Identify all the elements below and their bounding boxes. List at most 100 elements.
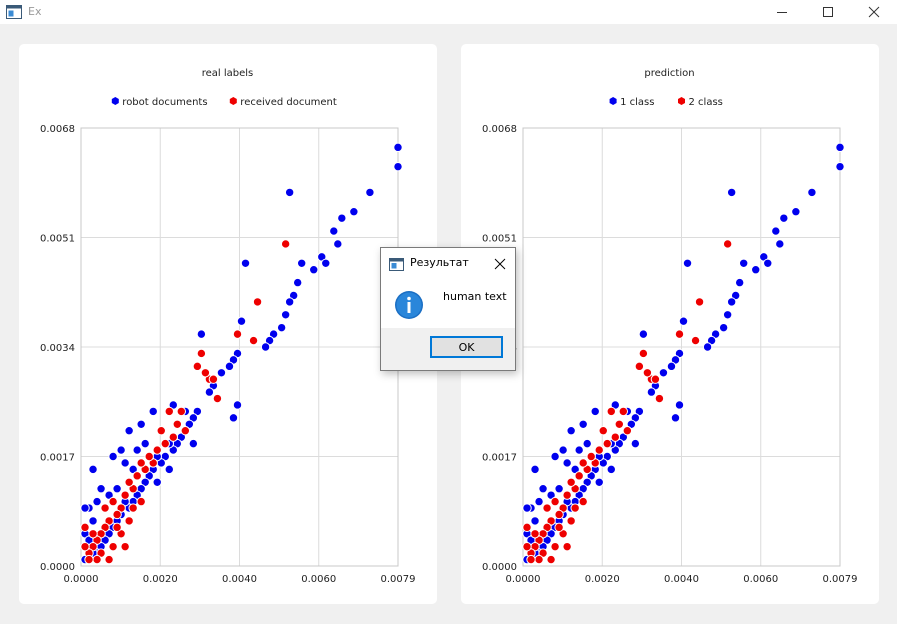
data-point-series-2	[248, 335, 259, 346]
data-point-series-2	[542, 503, 552, 513]
data-point-series-2	[84, 554, 94, 565]
data-point-series-1	[108, 451, 118, 462]
data-point-series-2	[614, 419, 625, 429]
dialog-app-icon	[389, 256, 404, 275]
y-tick-label: 0.0051	[40, 234, 75, 245]
x-tick-label: 0.0000	[64, 574, 99, 585]
data-point-series-2	[120, 490, 130, 500]
data-point-series-1	[88, 516, 98, 526]
data-point-series-1	[835, 142, 845, 153]
data-point-series-2	[136, 458, 146, 468]
data-point-series-1	[702, 342, 713, 352]
data-point-series-1	[726, 187, 737, 198]
data-point-series-2	[566, 477, 576, 487]
real-labels-chart: real labels robot documents received docum…	[40, 68, 416, 585]
x-tick-label: 0.0060	[301, 574, 336, 585]
data-point-series-1	[88, 464, 98, 475]
dialog-message: human text	[443, 290, 507, 303]
data-point-series-2	[578, 496, 588, 507]
data-point-series-2	[634, 361, 645, 372]
window-title: Ex	[28, 5, 42, 18]
data-point-series-2	[132, 471, 142, 481]
data-point-series-1	[292, 277, 303, 288]
data-point-series-1	[140, 438, 150, 449]
y-tick-label: 0.0068	[40, 124, 75, 135]
data-point-series-1	[329, 226, 339, 236]
prediction-chart: prediction 1 class 2 class 0.0000 0.0020 0.00…	[482, 68, 858, 585]
data-point-series-1	[80, 503, 90, 513]
data-point-series-1	[112, 484, 122, 494]
data-point-series-2	[176, 406, 187, 417]
data-point-series-1	[120, 458, 130, 468]
data-point-series-1	[566, 426, 576, 436]
x-tick-label: 0.0079	[823, 574, 858, 585]
x-tick-label: 0.0000	[506, 574, 541, 585]
data-point-series-1	[550, 451, 560, 462]
data-point-series-1	[538, 484, 548, 494]
chart-title: real labels	[202, 68, 254, 79]
data-point-series-1	[666, 361, 677, 372]
data-point-series-1	[349, 207, 359, 217]
data-point-series-2	[546, 554, 556, 565]
data-point-series-2	[562, 490, 572, 500]
data-point-series-1	[534, 496, 544, 507]
data-point-series-1	[124, 426, 134, 436]
data-point-series-2	[526, 554, 536, 565]
data-point-series-1	[554, 484, 564, 494]
y-tick-label: 0.0000	[40, 562, 75, 573]
data-point-series-1	[365, 187, 375, 198]
y-tick-label: 0.0000	[482, 562, 517, 573]
data-point-series-1	[718, 322, 729, 333]
chart-title: prediction	[644, 68, 694, 79]
data-point-series-1	[96, 484, 106, 494]
data-point-series-1	[260, 342, 271, 352]
data-point-series-1	[196, 329, 207, 339]
data-point-series-1	[284, 187, 295, 198]
data-point-series-2	[208, 374, 219, 384]
data-point-series-1	[638, 329, 649, 339]
minimize-button[interactable]	[759, 0, 805, 24]
data-point-series-1	[136, 419, 146, 429]
y-tick-label: 0.0017	[482, 453, 517, 464]
data-point-series-1	[606, 464, 616, 475]
x-tick-label: 0.0020	[143, 574, 178, 585]
data-point-series-2	[164, 406, 174, 417]
data-point-series-1	[116, 445, 126, 455]
data-point-series-1	[791, 207, 801, 217]
data-point-series-2	[522, 541, 532, 552]
data-point-series-1	[337, 213, 347, 223]
maximize-icon	[823, 7, 833, 17]
data-point-series-2	[88, 529, 98, 539]
maximize-button[interactable]	[805, 0, 851, 24]
data-point-series-1	[393, 161, 403, 172]
data-point-series-1	[284, 297, 295, 307]
dialog-close-button[interactable]	[493, 256, 507, 270]
dialog-footer: OK	[381, 328, 515, 370]
data-point-series-2	[200, 368, 211, 378]
data-point-series-2	[112, 509, 122, 520]
ok-button[interactable]: OK	[430, 336, 503, 358]
data-point-series-1	[678, 316, 689, 326]
data-point-series-2	[108, 541, 118, 552]
data-point-series-2	[160, 438, 170, 449]
data-point-series-2	[654, 393, 665, 404]
data-point-series-2	[108, 496, 118, 507]
data-point-series-1	[204, 387, 215, 397]
data-point-series-2	[722, 239, 733, 249]
data-point-series-2	[172, 419, 183, 429]
data-point-series-1	[393, 142, 403, 153]
data-point-series-1	[562, 458, 572, 468]
app-icon	[6, 4, 22, 23]
close-button[interactable]	[851, 0, 897, 24]
data-point-series-1	[658, 368, 669, 378]
data-point-series-2	[594, 445, 604, 455]
legend-marker-1	[111, 97, 119, 105]
data-point-series-2	[92, 554, 102, 565]
data-point-series-1	[530, 464, 540, 475]
data-point-series-2	[80, 522, 90, 533]
x-tick-label: 0.0020	[585, 574, 620, 585]
data-point-series-2	[610, 432, 620, 442]
data-point-series-2	[578, 458, 588, 468]
close-icon	[868, 6, 880, 18]
data-point-series-2	[192, 361, 203, 372]
